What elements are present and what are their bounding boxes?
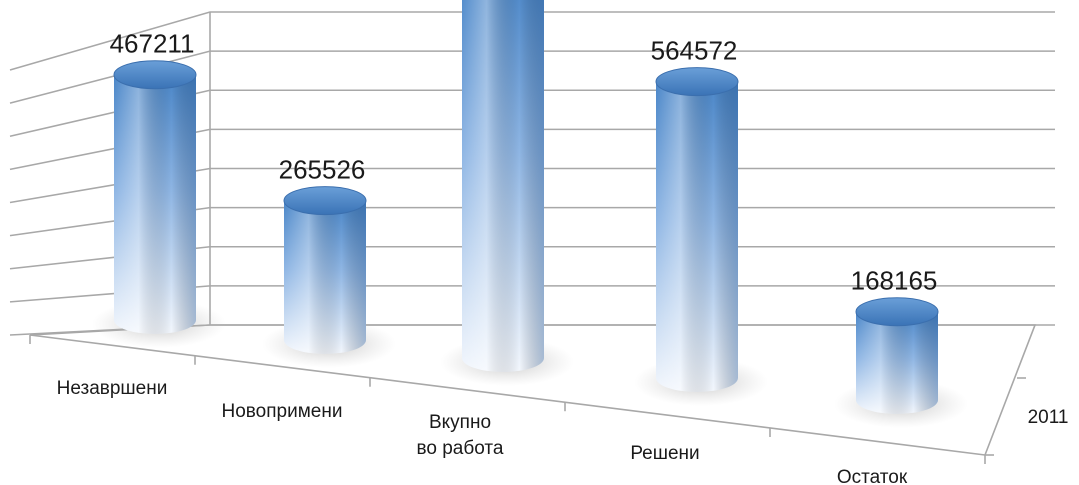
data-label: 467211 <box>110 29 195 59</box>
bar-top <box>283 186 367 216</box>
floor-front-edge <box>29 334 986 456</box>
category-label: Остаток <box>837 467 908 485</box>
bar <box>834 297 968 428</box>
series-label: 2011 <box>1028 407 1069 428</box>
gridlines <box>9 11 1055 336</box>
category-label: Вкупно во работа <box>417 412 504 459</box>
data-label: 168165 <box>851 266 938 296</box>
bar-top <box>855 297 939 327</box>
labels: 467211265526732737564572168165Незавршени… <box>57 29 1069 485</box>
bar <box>440 0 574 386</box>
category-label: Незавршени <box>57 378 168 399</box>
bar <box>262 186 396 368</box>
bars <box>92 0 968 428</box>
bar <box>634 67 768 406</box>
category-label: Решени <box>630 443 699 464</box>
bar-top <box>655 67 739 97</box>
bar-top <box>113 60 197 90</box>
category-label: Новопримени <box>222 401 343 422</box>
bar <box>92 60 226 348</box>
data-label: 564572 <box>651 36 738 66</box>
data-label: 265526 <box>279 155 366 185</box>
